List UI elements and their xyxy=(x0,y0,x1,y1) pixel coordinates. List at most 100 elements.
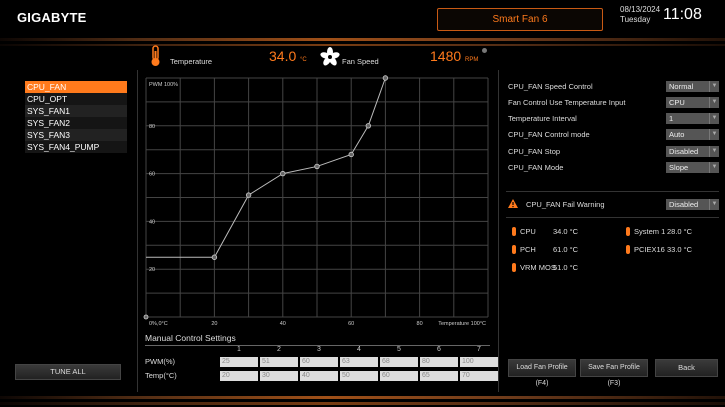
temp-input[interactable]: 50 xyxy=(340,371,378,381)
x-tick-label: 20 xyxy=(211,321,217,327)
load-fan-profile-button[interactable]: Load Fan Profile (F4) xyxy=(508,359,576,387)
curve-point-6[interactable] xyxy=(365,123,371,129)
save-fan-profile-button[interactable]: Save Fan Profile (F3) xyxy=(580,359,648,387)
temp-input[interactable]: 70 xyxy=(460,371,498,381)
setting-dropdown[interactable]: Normal ▼ xyxy=(666,81,719,92)
chevron-down-icon: ▼ xyxy=(709,162,719,173)
setting-dropdown[interactable]: Slope ▼ xyxy=(666,162,719,173)
warning-icon xyxy=(508,199,518,208)
date: 08/13/2024 xyxy=(620,5,661,14)
pwm-input[interactable]: 25 xyxy=(220,357,258,367)
column-header: 1 xyxy=(237,346,241,353)
temperature-label: Temperature xyxy=(170,57,213,66)
y-axis-label: PWM 100% xyxy=(149,82,178,88)
curve-point-1[interactable] xyxy=(211,254,218,260)
sensor-value: 28.0 °C xyxy=(667,227,693,236)
back-button[interactable]: Back xyxy=(655,359,718,377)
sidebar-item-sys-fan1[interactable]: SYS_FAN1 xyxy=(25,105,127,117)
column-header: 7 xyxy=(477,346,481,353)
gigabyte-logo: GIGABYTE xyxy=(17,10,87,25)
setting-label: CPU_FAN Speed Control xyxy=(508,82,593,91)
temp-input[interactable]: 20 xyxy=(220,371,258,381)
sensor-name: PCIEX16 xyxy=(634,245,665,254)
sidebar-item-cpu-opt[interactable]: CPU_OPT xyxy=(25,93,127,105)
curve-point-3[interactable] xyxy=(280,170,286,177)
pwm-input[interactable]: 80 xyxy=(420,357,458,367)
temp-input[interactable]: 40 xyxy=(300,371,338,381)
temperature-unit: °C xyxy=(300,57,307,63)
tune-all-button[interactable]: TUNE ALL xyxy=(15,364,121,380)
sidebar-item-sys-fan3[interactable]: SYS_FAN3 xyxy=(25,129,127,141)
setting-value: Auto xyxy=(669,130,685,139)
thermometer-icon xyxy=(512,245,516,254)
sensor-name: PCH xyxy=(520,245,536,254)
pwm-row-label: PWM(%) xyxy=(145,357,175,366)
chevron-down-icon: ▼ xyxy=(709,129,719,140)
curve-point-2[interactable] xyxy=(245,192,252,198)
setting-label: CPU_FAN Stop xyxy=(508,147,561,156)
origin-point xyxy=(143,314,149,320)
setting-dropdown[interactable]: 1 ▼ xyxy=(666,113,719,124)
sidebar-item-sys-fan4-pump[interactable]: SYS_FAN4_PUMP xyxy=(25,141,127,153)
curve-point-4[interactable] xyxy=(314,163,320,170)
setting-dropdown[interactable]: Disabled ▼ xyxy=(666,146,719,157)
setting-value: CPU xyxy=(669,98,685,107)
column-header: 6 xyxy=(437,346,441,353)
sensor-value: 51.0 °C xyxy=(553,263,579,272)
sidebar-item-cpu-fan[interactable]: CPU_FAN xyxy=(25,81,127,93)
sensor-value: 33.0 °C xyxy=(667,245,693,254)
chevron-down-icon: ▼ xyxy=(709,146,719,157)
pwm-input[interactable]: 68 xyxy=(380,357,418,367)
clock: 11:08 xyxy=(663,6,702,23)
setting-value: Normal xyxy=(669,82,694,91)
pwm-input[interactable]: 63 xyxy=(340,357,378,367)
setting-dropdown[interactable]: CPU ▼ xyxy=(666,97,719,108)
curve-point-7[interactable] xyxy=(382,75,389,81)
column-header: 2 xyxy=(277,346,281,353)
temp-input[interactable]: 60 xyxy=(380,371,418,381)
column-header: 5 xyxy=(397,346,401,353)
date-display: 08/13/2024 Tuesday xyxy=(620,5,660,25)
sensor-name: CPU xyxy=(520,227,536,236)
setting-value: Slope xyxy=(669,163,689,172)
pwm-input[interactable]: 100 xyxy=(460,357,498,367)
fail-warning-dropdown[interactable]: Disabled ▼ xyxy=(666,199,719,210)
curve-point-5[interactable] xyxy=(348,151,354,158)
y-tick-label: 80 xyxy=(149,124,155,130)
x-axis-label: Temperature 100°C xyxy=(438,321,486,327)
fan-speed-value: 1480 xyxy=(430,48,462,64)
manual-control-title: Manual Control Settings xyxy=(145,333,236,343)
pwm-input[interactable]: 51 xyxy=(260,357,298,367)
fail-warning-value: Disabled xyxy=(669,200,699,209)
tab-smart-fan-6[interactable]: Smart Fan 6 xyxy=(437,8,603,31)
thermometer-icon xyxy=(626,227,630,236)
temp-row-label: Temp(°C) xyxy=(145,371,177,380)
thermometer-icon xyxy=(151,45,160,66)
sidebar-item-sys-fan2[interactable]: SYS_FAN2 xyxy=(25,117,127,129)
day: Tuesday xyxy=(620,15,651,24)
y-tick-label: 60 xyxy=(149,172,155,178)
y-tick-label: 20 xyxy=(149,267,155,273)
thermometer-icon xyxy=(512,227,516,236)
fan-speed-unit: RPM xyxy=(465,57,479,63)
column-header: 4 xyxy=(357,346,361,353)
indicator-dot-icon xyxy=(482,48,487,53)
sensor-value: 61.0 °C xyxy=(553,245,579,254)
thermometer-icon xyxy=(626,245,630,254)
fan-curve-chart[interactable]: PWM 100% 0%,0°C Temperature 100°C 20 40 60… xyxy=(140,70,496,332)
setting-dropdown[interactable]: Auto ▼ xyxy=(666,129,719,140)
temperature-value: 34.0 xyxy=(269,48,297,64)
temp-input[interactable]: 65 xyxy=(420,371,458,381)
setting-value: 1 xyxy=(669,114,674,123)
x-tick-label: 60 xyxy=(348,321,354,327)
setting-label: Fan Control Use Temperature Input xyxy=(508,98,626,107)
fan-curve-line xyxy=(146,77,386,258)
pwm-input[interactable]: 60 xyxy=(300,357,338,367)
fan-icon xyxy=(320,47,340,66)
origin-label: 0%,0°C xyxy=(149,321,168,327)
x-tick-label: 80 xyxy=(417,321,423,327)
temp-input[interactable]: 30 xyxy=(260,371,298,381)
sensor-name: System 1 xyxy=(634,227,666,236)
setting-label: CPU_FAN Mode xyxy=(508,163,564,172)
fail-warning-label: CPU_FAN Fail Warning xyxy=(526,200,605,209)
